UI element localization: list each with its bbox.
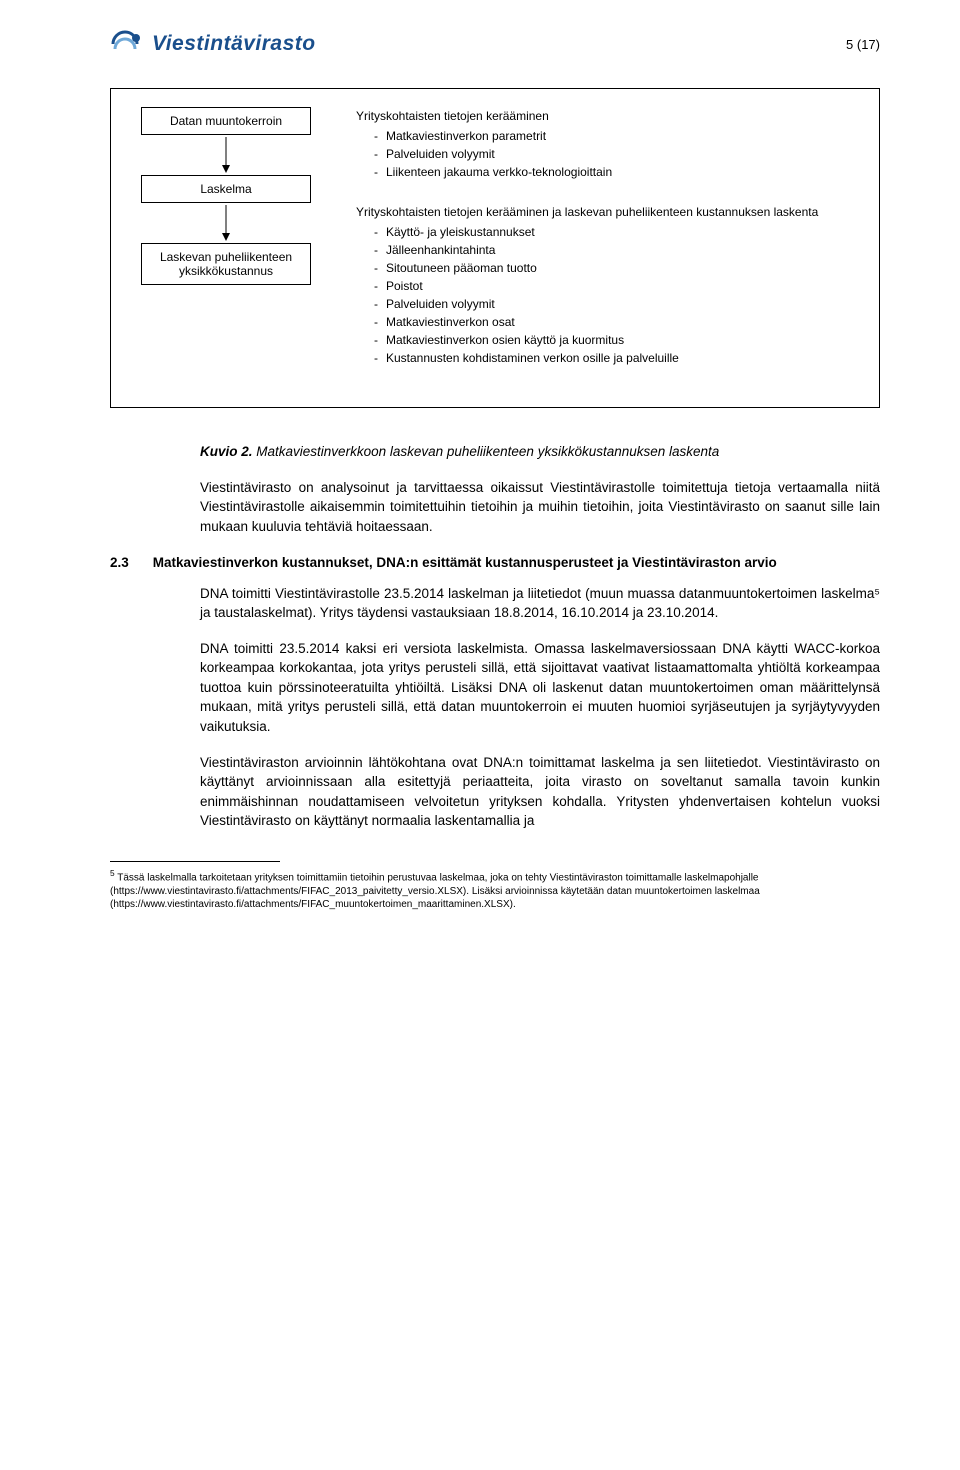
diagram-node: Laskelma [141, 175, 311, 203]
logo-icon [110, 30, 144, 58]
list-item: Jälleenhankintahinta [374, 241, 864, 259]
footnote: 5 Tässä laskelmalla tarkoitetaan yrityks… [110, 868, 880, 912]
diagram-list: Matkaviestinverkon parametrit Palveluide… [356, 127, 864, 181]
content-column: Kuvio 2. Matkaviestinverkkoon laskevan p… [200, 443, 880, 537]
figure-label: Kuvio 2. [200, 444, 253, 459]
diagram-left-column: Datan muuntokerroin Laskelma Laskevan pu… [126, 107, 326, 389]
list-item: Poistot [374, 277, 864, 295]
footnote-separator [110, 861, 280, 862]
diagram-right-column: Yrityskohtaisten tietojen kerääminen Mat… [356, 107, 864, 389]
page-header: Viestintävirasto 5 (17) [110, 30, 880, 58]
page-number: 5 (17) [846, 37, 880, 52]
paragraph: Viestintävirasto on analysoinut ja tarvi… [200, 478, 880, 537]
arrow-down-icon [218, 203, 234, 243]
diagram-block-title: Yrityskohtaisten tietojen kerääminen ja … [356, 203, 864, 221]
section-number: 2.3 [110, 555, 129, 570]
paragraph: Viestintäviraston arvioinnin lähtökohtan… [200, 753, 880, 831]
list-item: Matkaviestinverkon osien käyttö ja kuorm… [374, 331, 864, 349]
diagram-block: Yrityskohtaisten tietojen kerääminen Mat… [356, 107, 864, 181]
list-item: Sitoutuneen pääoman tuotto [374, 259, 864, 277]
content-column: DNA toimitti Viestintävirastolle 23.5.20… [200, 584, 880, 831]
list-item: Käyttö- ja yleiskustannukset [374, 223, 864, 241]
list-item: Matkaviestinverkon parametrit [374, 127, 864, 145]
logo: Viestintävirasto [110, 30, 316, 58]
diagram-list: Käyttö- ja yleiskustannukset Jälleenhank… [356, 223, 864, 367]
paragraph: DNA toimitti 23.5.2014 kaksi eri versiot… [200, 639, 880, 737]
section-heading: 2.3 Matkaviestinverkon kustannukset, DNA… [110, 555, 880, 570]
figure-caption: Kuvio 2. Matkaviestinverkkoon laskevan p… [200, 443, 880, 462]
diagram-node: Laskevan puheliikenteen yksikkökustannus [141, 243, 311, 285]
diagram: Datan muuntokerroin Laskelma Laskevan pu… [110, 88, 880, 408]
diagram-node: Datan muuntokerroin [141, 107, 311, 135]
list-item: Palveluiden volyymit [374, 145, 864, 163]
paragraph: DNA toimitti Viestintävirastolle 23.5.20… [200, 584, 880, 623]
footnote-text: Tässä laskelmalla tarkoitetaan yrityksen… [110, 872, 760, 910]
arrow-down-icon [218, 135, 234, 175]
page: Viestintävirasto 5 (17) Datan muuntokerr… [0, 0, 960, 952]
diagram-block: Yrityskohtaisten tietojen kerääminen ja … [356, 203, 864, 367]
list-item: Matkaviestinverkon osat [374, 313, 864, 331]
footnote-number: 5 [110, 868, 115, 878]
section-title: Matkaviestinverkon kustannukset, DNA:n e… [153, 555, 880, 570]
list-item: Liikenteen jakauma verkko-teknologioitta… [374, 163, 864, 181]
logo-text: Viestintävirasto [152, 32, 316, 56]
list-item: Kustannusten kohdistaminen verkon osille… [374, 349, 864, 367]
list-item: Palveluiden volyymit [374, 295, 864, 313]
figure-caption-text: Matkaviestinverkkoon laskevan puheliiken… [256, 444, 719, 459]
diagram-block-title: Yrityskohtaisten tietojen kerääminen [356, 107, 864, 125]
